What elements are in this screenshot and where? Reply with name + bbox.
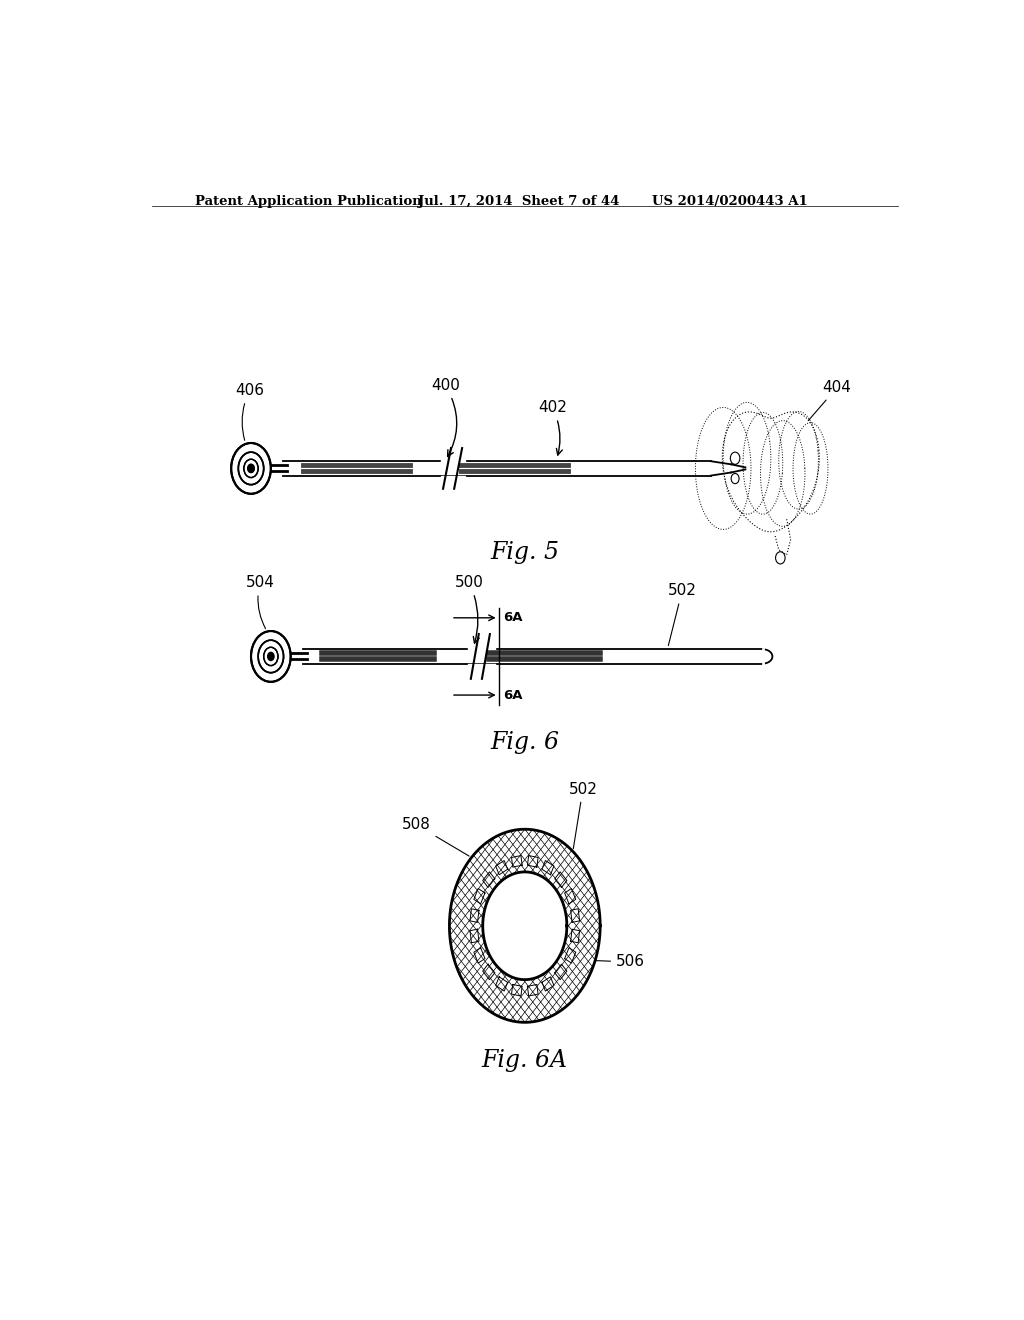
Text: 506: 506 bbox=[580, 954, 645, 969]
Text: 500: 500 bbox=[455, 576, 483, 643]
Text: 6A: 6A bbox=[504, 689, 523, 701]
Text: 400: 400 bbox=[431, 378, 460, 457]
Text: 504: 504 bbox=[246, 576, 274, 628]
Text: Fig. 6: Fig. 6 bbox=[490, 731, 559, 754]
Text: US 2014/0200443 A1: US 2014/0200443 A1 bbox=[652, 195, 808, 209]
Text: 404: 404 bbox=[808, 380, 851, 421]
Circle shape bbox=[248, 465, 254, 473]
Polygon shape bbox=[482, 873, 567, 979]
Text: Jul. 17, 2014  Sheet 7 of 44: Jul. 17, 2014 Sheet 7 of 44 bbox=[418, 195, 620, 209]
Text: 406: 406 bbox=[236, 383, 264, 441]
Text: 502: 502 bbox=[568, 781, 597, 849]
Text: Patent Application Publication: Patent Application Publication bbox=[196, 195, 422, 209]
Text: 508: 508 bbox=[401, 817, 469, 857]
Circle shape bbox=[248, 465, 254, 473]
Circle shape bbox=[232, 444, 270, 492]
Text: 402: 402 bbox=[539, 400, 567, 455]
Text: 6A: 6A bbox=[504, 611, 523, 624]
Circle shape bbox=[252, 632, 290, 681]
Circle shape bbox=[267, 652, 274, 660]
Text: 502: 502 bbox=[668, 583, 696, 645]
Polygon shape bbox=[450, 829, 600, 1022]
Text: Fig. 6A: Fig. 6A bbox=[482, 1049, 567, 1072]
Text: Fig. 5: Fig. 5 bbox=[490, 541, 559, 564]
